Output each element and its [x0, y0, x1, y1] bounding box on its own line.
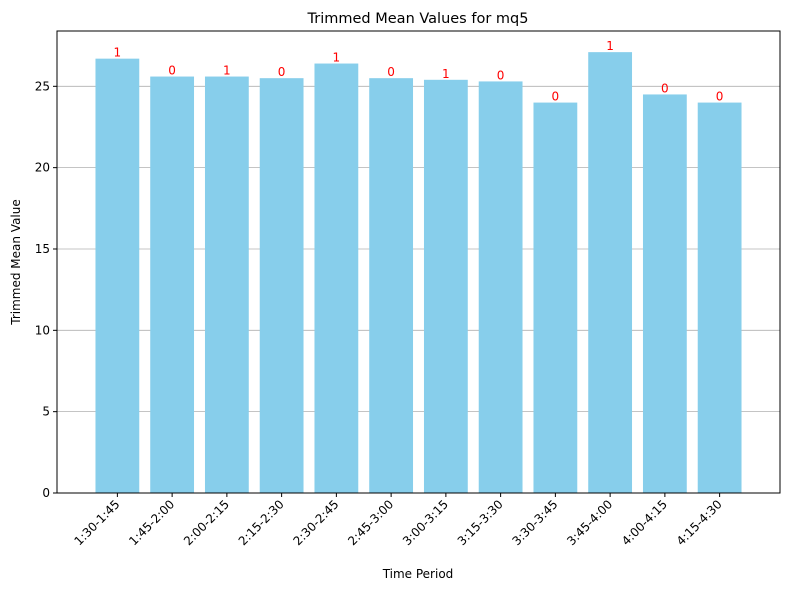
x-tick-label: 2:45-3:00: [345, 497, 396, 548]
bar-value-label: 1: [442, 67, 450, 81]
bar: [697, 102, 742, 494]
y-tick-label: 20: [35, 161, 50, 175]
y-tick-label: 10: [35, 323, 50, 337]
x-tick-label: 2:30-2:45: [290, 497, 341, 548]
bar-value-label: 1: [223, 64, 231, 78]
bar-value-label: 0: [168, 64, 176, 78]
bar: [369, 78, 414, 493]
y-axis: 0 5 10 15 20 25: [35, 79, 57, 500]
x-tick-label: 2:15-2:30: [236, 497, 287, 548]
y-tick-label: 15: [35, 242, 50, 256]
x-tick-label: 3:15-3:30: [455, 497, 506, 548]
y-tick-label: 0: [42, 486, 50, 500]
bar-value-label: 1: [606, 39, 614, 53]
bar-value-label: 1: [333, 51, 341, 65]
x-tick-label: 4:15-4:30: [674, 497, 725, 548]
x-tick-label: 4:00-4:15: [619, 497, 670, 548]
y-axis-title: Trimmed Mean Value: [9, 199, 23, 326]
bar: [533, 102, 578, 494]
y-tick-label: 25: [35, 79, 50, 93]
bar: [314, 63, 359, 493]
x-tick-label: 3:30-3:45: [509, 497, 560, 548]
x-tick-label: 1:45-2:00: [126, 497, 177, 548]
bar: [478, 81, 523, 494]
bar-value-label: 0: [278, 65, 286, 79]
bar-value-label: 1: [114, 46, 122, 60]
x-tick-label: 3:45-4:00: [564, 497, 615, 548]
bar-value-label: 0: [387, 65, 395, 79]
bar-value-label: 0: [716, 90, 724, 104]
plot-frame: [56, 30, 781, 494]
y-tick-label: 5: [42, 405, 50, 419]
chart-title: Trimmed Mean Values for mq5: [307, 11, 529, 27]
bar: [588, 52, 633, 493]
x-tick-label: 2:00-2:15: [181, 497, 232, 548]
bars-layer: [95, 52, 742, 494]
x-tick-label: 1:30-1:45: [71, 497, 122, 548]
bar-value-label: 0: [497, 68, 505, 82]
bar-labels-layer: 1 0 1 0 1 0 1 0 0 1 0 0: [114, 39, 724, 103]
bar-value-label: 0: [661, 81, 669, 95]
bar: [204, 76, 249, 494]
bar-value-label: 0: [552, 90, 560, 104]
bar: [259, 78, 304, 493]
x-axis-title: Time Period: [382, 567, 454, 581]
x-axis: 1:30-1:45 1:45-2:00 2:00-2:15 2:15-2:30 2:30…: [71, 493, 725, 548]
bar: [642, 94, 687, 493]
bar: [423, 79, 468, 493]
bar: [95, 58, 140, 493]
bar: [150, 76, 195, 494]
x-tick-label: 3:00-3:15: [400, 497, 451, 548]
